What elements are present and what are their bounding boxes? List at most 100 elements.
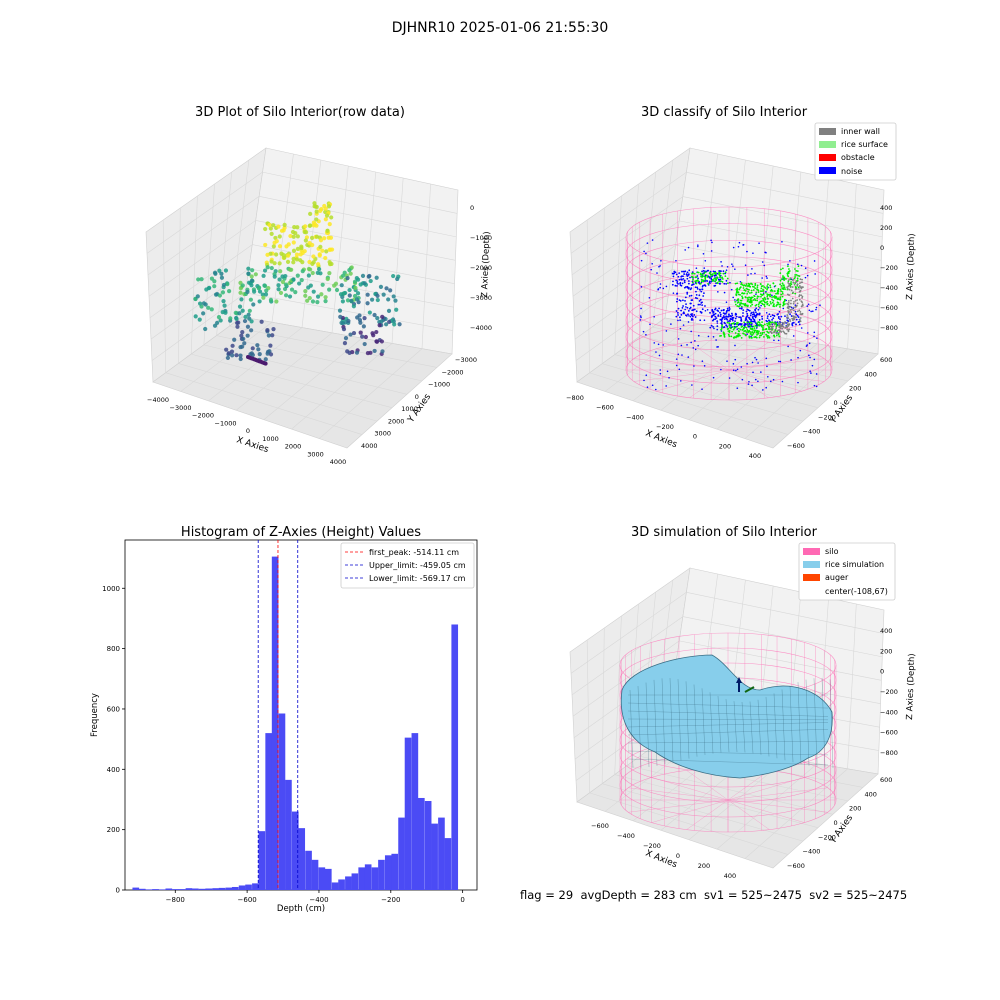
noise-point <box>714 315 717 318</box>
noise-point <box>665 285 668 288</box>
data-point <box>288 267 293 272</box>
noise-point <box>753 319 756 322</box>
data-point <box>247 308 252 313</box>
rice-surface-point <box>749 327 752 330</box>
rice-surface-point <box>745 284 747 287</box>
noise-point <box>687 309 690 312</box>
noise-point <box>703 292 705 295</box>
rice-surface-point <box>749 305 752 307</box>
noise-point <box>768 313 771 316</box>
data-point <box>276 224 281 229</box>
rice-surface-point <box>721 324 723 327</box>
inner-wall-point <box>799 313 802 315</box>
inner-wall-point <box>781 327 784 330</box>
data-point <box>365 350 371 356</box>
noise-point <box>744 323 747 326</box>
rice-surface-point <box>744 303 746 305</box>
rice-surface-point <box>740 283 743 286</box>
data-point <box>203 302 208 307</box>
noise-point <box>655 388 657 391</box>
noise-point <box>767 376 769 378</box>
data-point <box>195 294 200 299</box>
noise-point <box>684 249 686 251</box>
data-point <box>277 234 282 239</box>
simulation-plot-ylabel: Y Axies <box>828 813 856 846</box>
tick-label: 0 <box>415 393 419 401</box>
data-point <box>295 234 300 239</box>
noise-point <box>745 316 748 318</box>
noise-point <box>752 371 754 374</box>
noise-point <box>684 296 687 299</box>
rice-surface-point <box>749 331 752 333</box>
noise-point <box>696 287 699 290</box>
rice-surface-point <box>772 282 775 285</box>
noise-point <box>781 240 783 243</box>
rice-surface-point <box>769 301 772 303</box>
noise-point <box>695 290 697 293</box>
noise-point <box>725 324 728 327</box>
data-point <box>387 319 392 324</box>
grid-line <box>686 591 884 634</box>
rice-surface-point <box>759 300 762 303</box>
noise-point <box>777 317 780 319</box>
data-point <box>282 222 287 227</box>
noise-point <box>746 333 748 335</box>
data-point <box>384 286 389 291</box>
noise-point <box>679 282 681 285</box>
rice-surface-point <box>775 305 778 307</box>
histogram-bar <box>324 868 332 890</box>
noise-point <box>716 320 719 323</box>
inner-wall-point <box>788 285 790 287</box>
tick-label: −600 <box>596 404 614 412</box>
raw-plot-title: 3D Plot of Silo Interior(row data) <box>195 105 405 120</box>
noise-point <box>675 358 678 360</box>
grid-line <box>178 363 378 422</box>
noise-point <box>750 272 752 275</box>
noise-point <box>680 313 683 316</box>
data-point <box>271 244 276 249</box>
noise-point <box>692 347 695 349</box>
tick-label: 3000 <box>307 450 324 458</box>
noise-point <box>678 368 681 371</box>
data-point <box>220 310 225 315</box>
noise-point <box>792 335 795 337</box>
rice-surface-point <box>775 292 777 295</box>
data-point <box>228 316 233 321</box>
grid-line <box>165 372 363 435</box>
rice-surface-point <box>739 293 742 296</box>
data-point <box>323 209 328 215</box>
grid-line <box>148 220 256 297</box>
noise-point <box>720 368 722 371</box>
rice-surface-point <box>772 305 775 307</box>
rice-surface-point <box>757 291 760 294</box>
noise-point <box>718 270 721 272</box>
rice-surface-point <box>728 324 731 327</box>
data-point <box>274 252 279 257</box>
noise-point <box>688 295 691 297</box>
noise-point <box>656 272 658 274</box>
rice-surface-point <box>735 336 737 339</box>
data-point <box>276 283 281 288</box>
noise-point <box>686 292 689 295</box>
data-point <box>272 274 277 279</box>
inner-wall-point <box>798 295 801 298</box>
raw-plot-zlabel: Z Axies (Depth) <box>480 231 492 298</box>
data-point <box>341 273 346 278</box>
rice-surface-point <box>788 268 790 270</box>
rice-surface-point <box>794 268 796 270</box>
data-point <box>386 297 391 302</box>
rice-surface-point <box>759 290 762 293</box>
rice-surface-point <box>751 283 754 286</box>
noise-point <box>752 252 754 254</box>
rice-surface-point <box>766 303 769 306</box>
data-point <box>348 332 353 337</box>
rice-surface-point <box>794 276 797 278</box>
legend-label-rice-surface: rice surface <box>841 140 888 149</box>
rice-surface-point <box>762 288 764 291</box>
data-point <box>274 239 279 244</box>
noise-point <box>760 304 762 307</box>
noise-point <box>703 267 706 269</box>
noise-point <box>791 324 794 327</box>
noise-point <box>697 244 699 246</box>
noise-point <box>712 335 715 338</box>
